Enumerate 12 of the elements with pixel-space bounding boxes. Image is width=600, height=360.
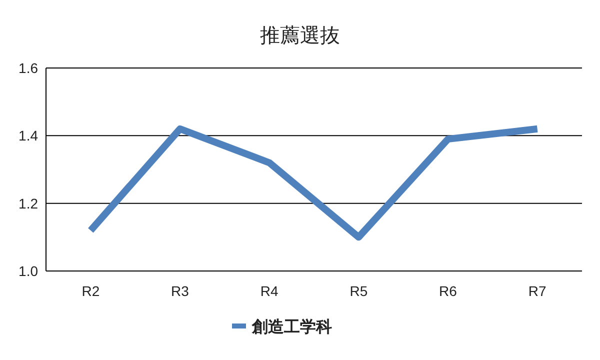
y-tick-label: 1.0	[18, 263, 38, 279]
y-tick-label: 1.2	[18, 195, 38, 212]
y-tick-label: 1.4	[18, 128, 38, 144]
x-tick-label: R3	[171, 283, 190, 299]
x-tick-label: R6	[439, 283, 458, 299]
x-tick-label: R4	[260, 283, 278, 299]
y-tick-label: 1.6	[18, 60, 38, 76]
x-tick-label: R7	[528, 283, 546, 299]
x-tick-label: R2	[82, 283, 100, 299]
x-tick-label: R5	[350, 283, 368, 299]
chart-title: 推薦選抜	[260, 25, 340, 47]
legend-label: 創造工学科	[251, 318, 332, 336]
